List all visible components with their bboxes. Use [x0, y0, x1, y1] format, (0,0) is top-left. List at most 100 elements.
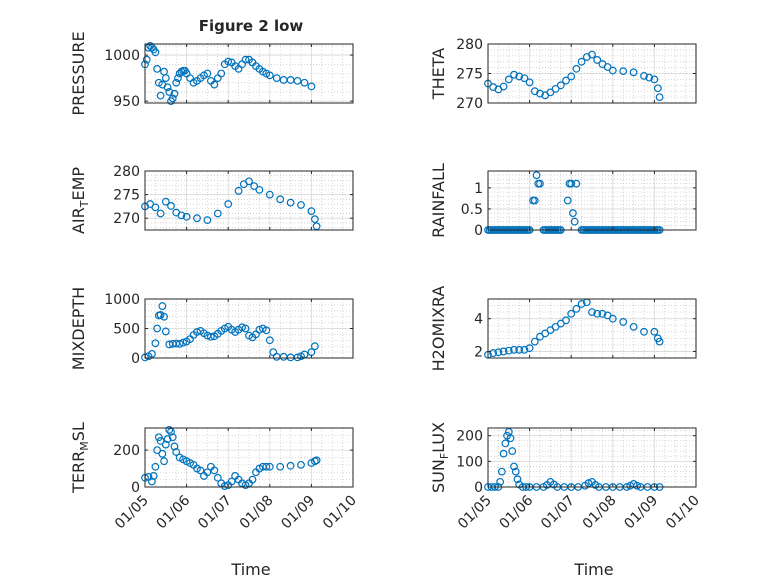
- h2omixra-data-point: [562, 316, 570, 325]
- h2omixra-y-tick-label: 4: [474, 312, 483, 328]
- mixdepth-y-tick-label: 500: [113, 322, 140, 338]
- theta-data-point: [515, 72, 524, 81]
- h2omixra-data-point: [489, 349, 498, 357]
- terr-msl-data-point: [196, 466, 205, 475]
- pressure-data-point: [174, 74, 182, 83]
- sun-flux-data-point: [510, 462, 518, 471]
- x-axis-label-right: Time: [573, 560, 613, 579]
- terr-msl-data-point: [170, 442, 179, 451]
- pressure-data-point: [165, 88, 174, 96]
- sun-flux-data-point: [497, 467, 506, 476]
- terr-msl-data-point: [168, 433, 177, 442]
- sun-flux-y-tick-label: 0: [474, 480, 483, 496]
- sun-flux-y-tick-label: 200: [456, 429, 483, 445]
- subplot-pressure: 950 1000 PRESSURE: [69, 31, 354, 116]
- h2omixra-data-point: [572, 304, 581, 313]
- theta-data-point: [593, 56, 602, 64]
- mixdepth-data-point: [241, 324, 250, 333]
- theta-data-point: [603, 63, 612, 71]
- terr-msl-y-tick-label: 200: [113, 443, 140, 459]
- air-temp-data-point: [255, 185, 264, 194]
- air-temp-y-tick-label: 275: [113, 188, 140, 204]
- mixdepth-data-point: [161, 327, 170, 336]
- theta-data-point: [653, 84, 662, 93]
- terr-msl-y-tick-label: 0: [131, 480, 140, 496]
- theta-data-point: [504, 75, 513, 84]
- pressure-data-point: [241, 55, 250, 64]
- terr-msl-data-point: [151, 462, 160, 471]
- theta-data-point: [520, 74, 529, 83]
- theta-data-point: [556, 81, 565, 90]
- mixdepth-data-point: [310, 342, 319, 351]
- terr-msl-data-point: [153, 446, 162, 455]
- rainfall-axes-box: [487, 170, 697, 231]
- theta-data-point: [536, 89, 544, 98]
- theta-data-point: [572, 64, 581, 73]
- sun-flux-x-tick-label: 01/10: [663, 493, 703, 533]
- air-temp-axes-box: [144, 170, 354, 231]
- h2omixra-data-point: [629, 322, 638, 331]
- h2omixra-data-point: [655, 337, 664, 346]
- sun-flux-data-point: [513, 475, 522, 484]
- pressure-data-point: [217, 69, 226, 78]
- pressure-data-point: [203, 69, 212, 78]
- sun-flux-y-tick-label: 100: [456, 454, 483, 470]
- air-temp-data-point: [203, 216, 212, 224]
- sun-flux-data-point: [511, 467, 520, 476]
- rainfall-y-tick-label: 0: [474, 223, 483, 239]
- mixdepth-data-point: [179, 338, 188, 347]
- subplot-mixdepth: 0 500 1000 MIXDEPTH: [69, 287, 354, 370]
- terr-msl-x-tick-label: 01/09: [278, 493, 318, 533]
- sun-flux-data-point: [501, 439, 510, 448]
- terr-msl-x-tick-label: 01/05: [112, 493, 152, 533]
- air-temp-data-point: [245, 177, 253, 186]
- pressure-axes-box: [144, 43, 354, 104]
- pressure-data-point: [265, 71, 274, 80]
- mixdepth-data-point: [158, 302, 167, 310]
- air-temp-data-point: [193, 214, 201, 223]
- sun-flux-x-tick-label: 01/08: [580, 493, 620, 533]
- air-temp-plot-area: [145, 171, 353, 230]
- rainfall-y-tick-label: 0.5: [461, 202, 483, 218]
- theta-y-axis-label: THETA: [429, 48, 448, 100]
- air-temp-y-tick-label: 270: [113, 211, 140, 227]
- terr-msl-x-tick-label: 01/07: [195, 493, 235, 533]
- h2omixra-data-point: [520, 345, 529, 354]
- h2omixra-data-point: [494, 348, 503, 357]
- air-temp-y-tick-label: 280: [113, 164, 140, 180]
- theta-data-point: [655, 93, 664, 101]
- sun-flux-x-tick-label: 01/09: [621, 493, 661, 533]
- mixdepth-data-point: [148, 349, 156, 358]
- pressure-data-point: [293, 76, 302, 85]
- terr-msl-data-point: [163, 435, 172, 443]
- theta-data-point: [608, 66, 617, 75]
- mixdepth-data-point: [175, 339, 184, 348]
- terr-msl-data-point: [156, 437, 165, 445]
- theta-data-point: [619, 67, 628, 76]
- sun-flux-data-point: [508, 447, 517, 455]
- rainfall-data-point: [536, 179, 544, 188]
- h2omixra-data-point: [608, 314, 617, 323]
- theta-data-point: [640, 71, 648, 80]
- sun-flux-data-point: [499, 449, 508, 458]
- mixdepth-data-point: [151, 339, 160, 348]
- pressure-data-point: [172, 78, 181, 87]
- terr-msl-data-point: [210, 466, 219, 475]
- h2omixra-plot-area: [488, 299, 696, 358]
- terr-msl-data-point: [165, 425, 174, 434]
- sun-flux-data-point: [496, 477, 505, 486]
- terr-msl-x-tick-label: 01/06: [154, 492, 194, 532]
- mixdepth-data-point: [265, 336, 274, 345]
- terr-msl-data-point: [172, 448, 181, 456]
- terr-msl-data-point: [149, 472, 158, 480]
- air-temp-data-point: [167, 202, 175, 210]
- terr-msl-data-point: [213, 473, 222, 482]
- h2omixra-y-axis-label: H2OMIXRA: [429, 286, 448, 372]
- terr-msl-data-point: [161, 440, 170, 449]
- h2omixra-data-point: [577, 300, 586, 308]
- subplot-terr-msl: 0 200 01/05 01/06 01/07 01/08 01/09 01/10 TERRMS…: [69, 422, 360, 532]
- mixdepth-data-point: [160, 312, 168, 321]
- pressure-data-point: [142, 55, 151, 64]
- pressure-data-point: [170, 89, 179, 98]
- sun-flux-axes-box: [487, 427, 697, 488]
